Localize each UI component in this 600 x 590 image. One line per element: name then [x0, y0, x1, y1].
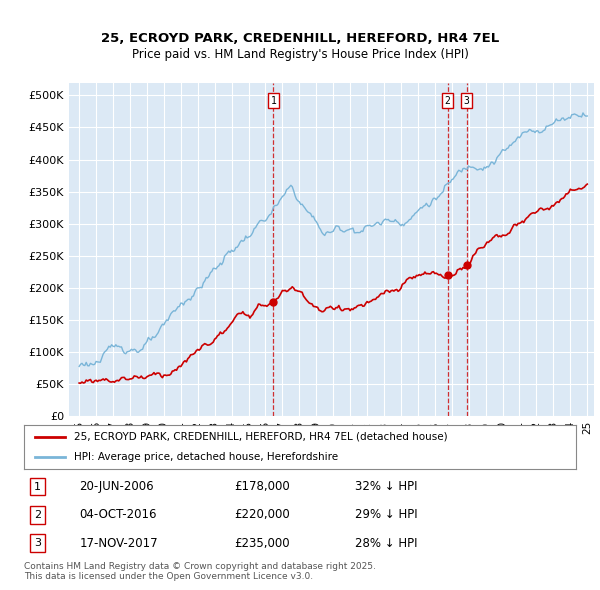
Text: £235,000: £235,000	[234, 536, 289, 549]
Text: 2: 2	[445, 96, 451, 106]
Text: 28% ↓ HPI: 28% ↓ HPI	[355, 536, 418, 549]
Text: 3: 3	[464, 96, 470, 106]
Text: 32% ↓ HPI: 32% ↓ HPI	[355, 480, 418, 493]
Text: 1: 1	[271, 96, 277, 106]
Text: 1: 1	[34, 481, 41, 491]
Text: £220,000: £220,000	[234, 508, 290, 522]
Text: Price paid vs. HM Land Registry's House Price Index (HPI): Price paid vs. HM Land Registry's House …	[131, 48, 469, 61]
Text: 04-OCT-2016: 04-OCT-2016	[79, 508, 157, 522]
Text: Contains HM Land Registry data © Crown copyright and database right 2025.
This d: Contains HM Land Registry data © Crown c…	[24, 562, 376, 581]
Text: 29% ↓ HPI: 29% ↓ HPI	[355, 508, 418, 522]
Text: 20-JUN-2006: 20-JUN-2006	[79, 480, 154, 493]
Text: £178,000: £178,000	[234, 480, 290, 493]
Text: 25, ECROYD PARK, CREDENHILL, HEREFORD, HR4 7EL (detached house): 25, ECROYD PARK, CREDENHILL, HEREFORD, H…	[74, 432, 448, 442]
Text: HPI: Average price, detached house, Herefordshire: HPI: Average price, detached house, Here…	[74, 452, 338, 462]
Text: 25, ECROYD PARK, CREDENHILL, HEREFORD, HR4 7EL: 25, ECROYD PARK, CREDENHILL, HEREFORD, H…	[101, 32, 499, 45]
Text: 2: 2	[34, 510, 41, 520]
Text: 3: 3	[34, 538, 41, 548]
Text: 17-NOV-2017: 17-NOV-2017	[79, 536, 158, 549]
